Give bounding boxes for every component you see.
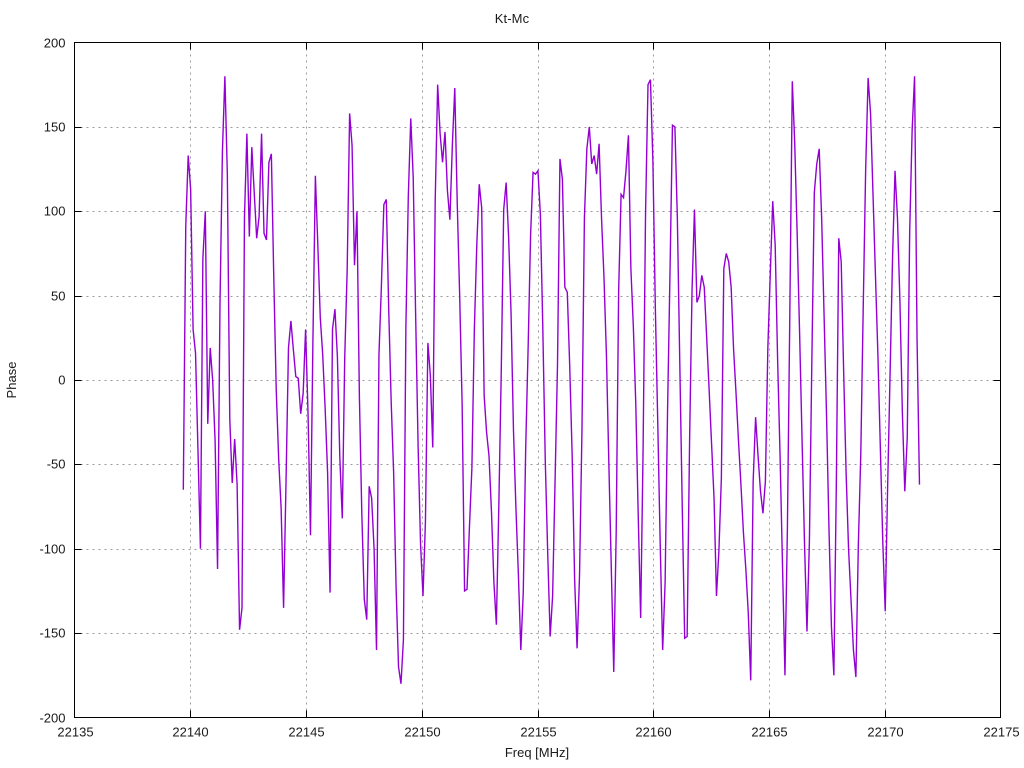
y-tick-label: 200 <box>44 36 66 51</box>
y-axis-ticks: -200 -150 -100 -50 0 50 100 150 200 <box>39 36 65 726</box>
y-axis-title: Phase <box>4 362 19 399</box>
x-axis-title: Freq [MHz] <box>505 745 569 760</box>
x-tick-label: 22160 <box>635 725 671 740</box>
y-tick-label: 100 <box>44 204 66 219</box>
y-tick-label: -150 <box>39 626 65 641</box>
y-tick-label: -50 <box>47 457 66 472</box>
x-tick-label: 22155 <box>520 725 556 740</box>
y-tick-label: 50 <box>51 289 65 304</box>
x-tick-label: 22165 <box>751 725 787 740</box>
y-tick-label: 150 <box>44 120 66 135</box>
chart-title: Kt-Mc <box>494 11 530 26</box>
x-tick-label: 22140 <box>172 725 208 740</box>
x-tick-label: 22170 <box>867 725 903 740</box>
y-tick-label: -100 <box>39 542 65 557</box>
x-tick-label: 22145 <box>288 725 324 740</box>
x-tick-label: 22150 <box>404 725 440 740</box>
x-tick-label: 22175 <box>983 725 1019 740</box>
y-tick-label: -200 <box>39 711 65 726</box>
x-tick-label: 22135 <box>57 725 93 740</box>
y-tick-label: 0 <box>58 373 65 388</box>
x-axis-ticks: 22135 22140 22145 22150 22155 22160 22165 22170… <box>57 725 1019 740</box>
data-series-line <box>182 76 921 684</box>
plot-frame <box>74 42 1001 718</box>
